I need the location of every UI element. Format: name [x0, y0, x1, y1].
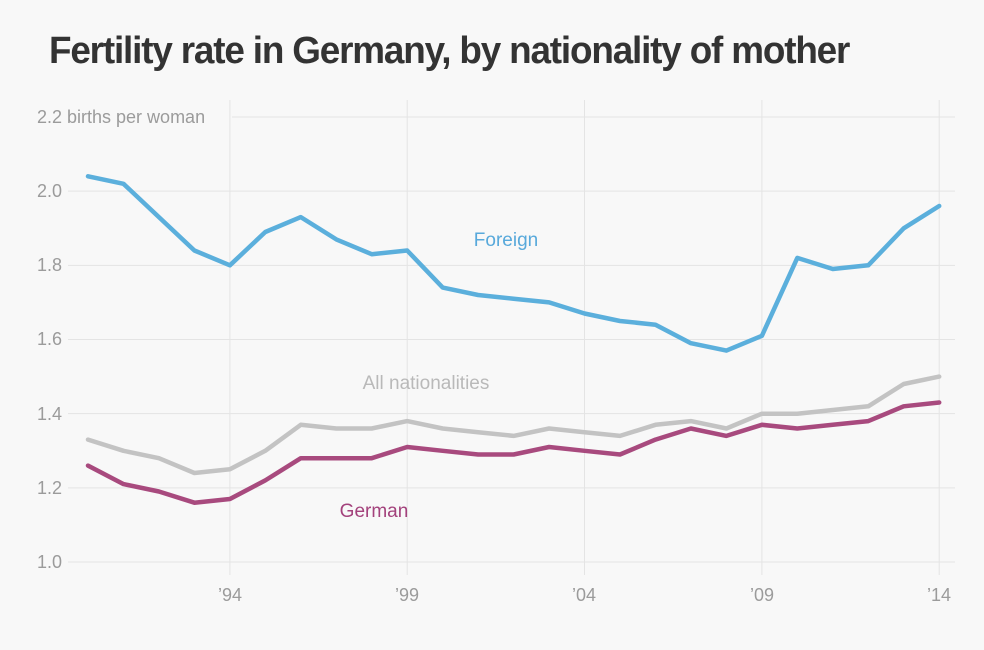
- y-tick-label-2-2: 2.2 births per woman: [37, 107, 206, 127]
- series-label-german: German: [339, 501, 409, 522]
- line-all-nationalities: [85, 374, 942, 476]
- series-label-all-nationalities: All nationalities: [362, 373, 490, 394]
- y-tick-label-1-8: 1.8: [37, 255, 63, 275]
- y-tick-label-1-0: 1.0: [37, 552, 63, 572]
- x-tick-label-94: ’94: [217, 585, 243, 605]
- y-tick-label-1-6: 1.6: [37, 329, 63, 349]
- x-tick-label-04: ’04: [571, 585, 597, 605]
- line-german: [85, 400, 942, 505]
- x-tick-label-09: ’09: [749, 585, 775, 605]
- y-tick-label-1-4: 1.4: [37, 404, 63, 424]
- y-tick-label-2-0: 2.0: [37, 181, 63, 201]
- x-tick-label-99: ’99: [394, 585, 420, 605]
- series-label-foreign: Foreign: [473, 230, 539, 251]
- x-tick-label-14: ’14: [926, 585, 952, 605]
- chart-title: Fertility rate in Germany, by nationalit…: [49, 30, 850, 72]
- y-tick-label-1-2: 1.2: [37, 478, 63, 498]
- line-foreign: [85, 174, 942, 353]
